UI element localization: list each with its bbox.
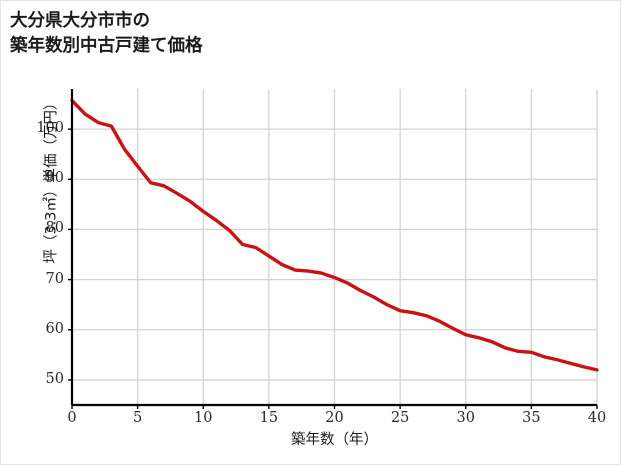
x-tick-label: 35 <box>522 410 541 426</box>
x-tick-label: 40 <box>587 410 607 426</box>
data-series-group <box>70 98 599 372</box>
gridlines <box>72 89 598 405</box>
x-tick-label: 5 <box>133 410 143 426</box>
y-tick-label: 90 <box>45 170 64 187</box>
y-axis-label: 坪（3.3㎡）単価（万円） <box>43 95 60 264</box>
x-tick-label: 10 <box>194 410 213 426</box>
chart-title-line-2: 築年数別中古戸建て価格 <box>10 36 203 56</box>
y-tick-label: 70 <box>45 270 64 287</box>
x-tick-label: 20 <box>325 410 344 426</box>
chart-title-line-1: 大分県大分市市の <box>10 11 150 31</box>
y-tick-label: 100 <box>36 120 64 137</box>
y-tick-label: 60 <box>45 320 64 337</box>
data-line <box>70 98 599 372</box>
y-tick-label: 50 <box>45 370 64 387</box>
axis-ticks <box>68 128 598 409</box>
y-tick-label: 80 <box>45 220 64 237</box>
chart-title: 大分県大分市市の 築年数別中古戸建て価格 <box>10 9 610 59</box>
x-tick-label: 25 <box>390 410 410 426</box>
x-axis-label: 築年数（年） <box>291 432 378 448</box>
x-tick-label: 0 <box>67 410 77 426</box>
x-tick-label: 15 <box>259 410 279 426</box>
x-tick-label: 30 <box>456 410 475 426</box>
